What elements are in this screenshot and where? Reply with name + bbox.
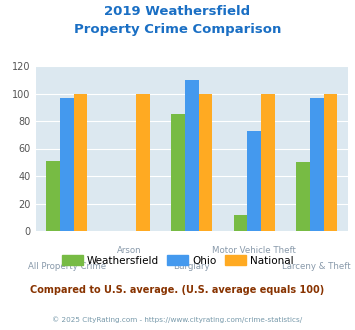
Bar [323, 93, 337, 231]
Text: All Property Crime: All Property Crime [28, 262, 106, 271]
Text: © 2025 CityRating.com - https://www.cityrating.com/crime-statistics/: © 2025 CityRating.com - https://www.city… [53, 317, 302, 323]
Text: Property Crime Comparison: Property Crime Comparison [74, 23, 281, 36]
Bar [296, 162, 310, 231]
Bar [60, 98, 73, 231]
Text: Arson: Arson [117, 246, 142, 255]
Bar [46, 161, 60, 231]
Text: Motor Vehicle Theft: Motor Vehicle Theft [212, 246, 296, 255]
Legend: Weathersfield, Ohio, National: Weathersfield, Ohio, National [58, 251, 297, 270]
Bar [234, 214, 247, 231]
Text: Compared to U.S. average. (U.S. average equals 100): Compared to U.S. average. (U.S. average … [31, 285, 324, 295]
Bar [185, 80, 198, 231]
Bar [261, 93, 275, 231]
Text: 2019 Weathersfield: 2019 Weathersfield [104, 5, 251, 18]
Bar [136, 93, 150, 231]
Bar [310, 98, 323, 231]
Bar [198, 93, 212, 231]
Text: Burglary: Burglary [173, 262, 210, 271]
Bar [171, 114, 185, 231]
Bar [73, 93, 87, 231]
Bar [247, 131, 261, 231]
Text: Larceny & Theft: Larceny & Theft [282, 262, 351, 271]
